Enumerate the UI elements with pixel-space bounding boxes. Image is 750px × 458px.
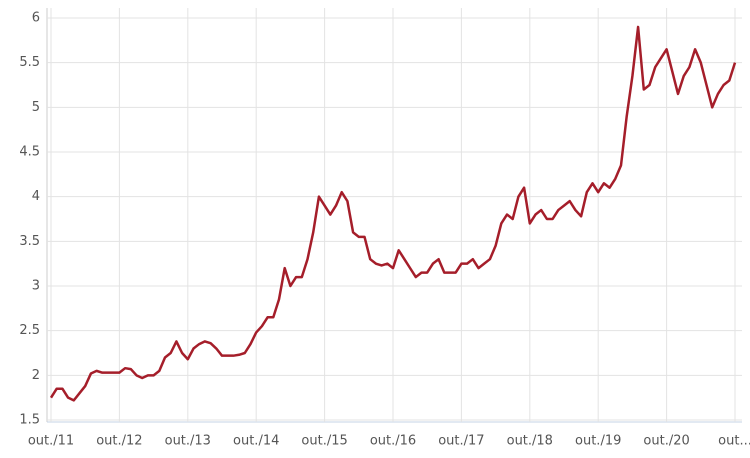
- x-tick-label: out./13: [165, 434, 211, 449]
- y-tick-label: 5.5: [19, 55, 40, 70]
- line: [49, 25, 737, 402]
- y-tick-label: 4.5: [19, 145, 40, 160]
- x-tick-label: out./17: [438, 434, 484, 449]
- y-tick-label: 3: [32, 279, 40, 294]
- x-tick-label: out./20: [643, 434, 689, 449]
- x-tick-label: out./11: [28, 434, 74, 449]
- x-tick-label: out./19: [575, 434, 621, 449]
- x-tick-label: out./12: [96, 434, 142, 449]
- x-tick-label: out./15: [301, 434, 347, 449]
- y-tick-label: 5: [32, 100, 40, 115]
- y-tick-label: 2: [32, 368, 40, 383]
- x-tick-label: out./18: [507, 434, 553, 449]
- x-tick-label: out./16: [370, 434, 416, 449]
- y-tick-label: 4: [32, 189, 40, 204]
- y-tick-label: 3.5: [19, 234, 40, 249]
- y-tick-label: 6: [32, 11, 40, 26]
- y-tick-label: 2.5: [19, 323, 40, 338]
- y-tick-label: 1.5: [19, 413, 40, 428]
- x-tick-label: out./14: [233, 434, 279, 449]
- x-tick-label: out...: [718, 434, 750, 449]
